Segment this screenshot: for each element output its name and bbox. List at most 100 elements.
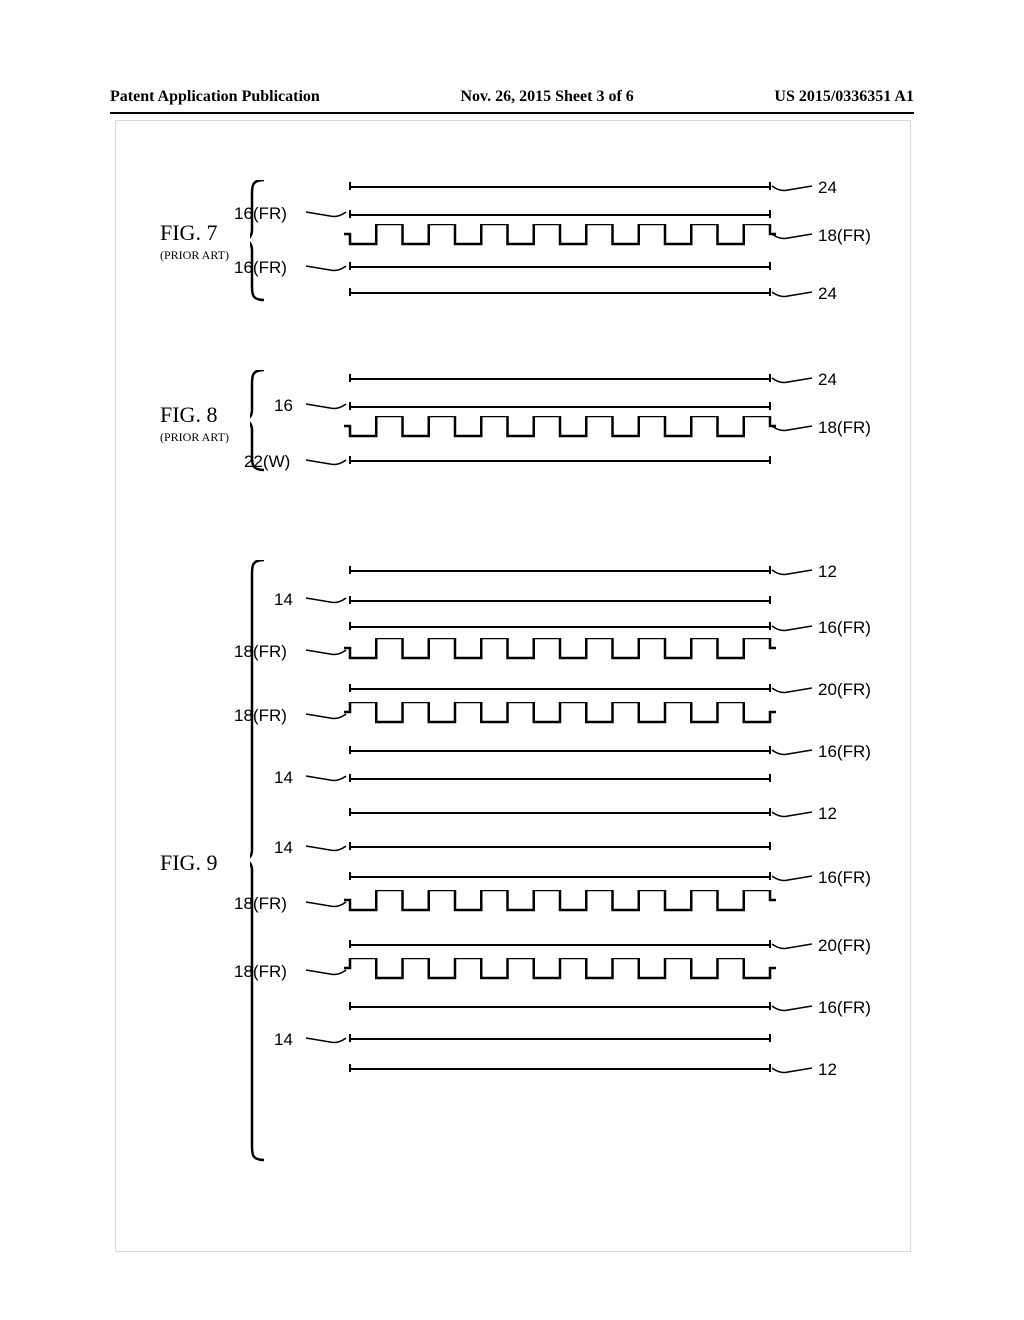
corrugation [344,958,776,980]
end-tick [769,622,771,630]
layer-line [350,214,770,216]
reference-label: 16(FR) [234,258,287,278]
end-tick [349,210,351,218]
end-tick [769,808,771,816]
reference-label: 16 [274,396,293,416]
leader-line [772,418,816,438]
leader-line [302,962,348,982]
leader-line [772,742,816,762]
leader-line [772,998,816,1018]
corrugated-layer [350,638,770,666]
layer-line [350,460,770,462]
layer-line [350,266,770,268]
reference-label: 18(FR) [818,226,871,246]
reference-label: 14 [274,838,293,858]
end-tick [349,262,351,270]
leader-line [302,1030,348,1050]
layer-line [350,1068,770,1070]
reference-label: 16(FR) [818,618,871,638]
flat-layer [350,450,770,478]
corrugated-layer [350,224,770,252]
end-tick [349,774,351,782]
layer-line [350,944,770,946]
end-tick [769,1034,771,1042]
end-tick [349,288,351,296]
flat-layer [350,176,770,204]
leader-line [302,590,348,610]
figure-9: FIG. 9 12 14 16(FR) 18(FR) 20(FR) 18(FR) 16(FR)… [160,560,894,1180]
corrugated-layer [350,416,770,444]
leader-line [302,894,348,914]
end-tick [769,262,771,270]
reference-label: 24 [818,284,837,304]
flat-layer [350,256,770,284]
flat-layer [350,768,770,796]
end-tick [349,182,351,190]
figure-8: FIG. 8(PRIOR ART)241618(FR)22(W) [160,370,894,490]
end-tick [349,872,351,880]
layer-line [350,1006,770,1008]
reference-label: 20(FR) [818,680,871,700]
brace-icon [250,180,270,304]
end-tick [769,288,771,296]
layer-line [350,750,770,752]
corrugation [344,224,776,246]
reference-label: 12 [818,1060,837,1080]
end-tick [769,842,771,850]
end-tick [769,374,771,382]
layer-line [350,812,770,814]
layer-stack [350,368,770,508]
layer-line [350,688,770,690]
reference-label: 12 [818,804,837,824]
flat-layer [350,740,770,768]
layer-stack [350,176,770,336]
figure-title: FIG. 9 [160,850,217,876]
header-rule [110,112,914,114]
layer-line [350,846,770,848]
end-tick [769,210,771,218]
figure-title: FIG. 7 [160,220,217,246]
corrugated-layer [350,890,770,918]
leader-line [302,204,348,224]
end-tick [769,774,771,782]
end-tick [769,872,771,880]
end-tick [769,746,771,754]
end-tick [349,684,351,692]
end-tick [349,1034,351,1042]
layer-stack [350,560,770,1200]
end-tick [349,1064,351,1072]
end-tick [349,1002,351,1010]
leader-line [302,706,348,726]
reference-label: 18(FR) [234,642,287,662]
layer-line [350,778,770,780]
prior-art-label: (PRIOR ART) [160,248,229,263]
end-tick [769,1064,771,1072]
leader-line [772,178,816,198]
reference-label: 14 [274,768,293,788]
figure-7: FIG. 7(PRIOR ART)2416(FR)18(FR)16(FR)24 [160,180,894,320]
reference-label: 14 [274,1030,293,1050]
reference-label: 24 [818,370,837,390]
leader-line [302,642,348,662]
reference-label: 22(W) [244,452,290,472]
leader-line [302,452,348,472]
end-tick [349,566,351,574]
layer-line [350,626,770,628]
layer-line [350,186,770,188]
flat-layer [350,802,770,830]
end-tick [769,596,771,604]
corrugated-layer [350,702,770,730]
end-tick [349,596,351,604]
leader-line [302,258,348,278]
leader-line [772,1060,816,1080]
reference-label: 18(FR) [234,706,287,726]
end-tick [349,808,351,816]
reference-label: 16(FR) [818,998,871,1018]
leader-line [772,680,816,700]
layer-line [350,876,770,878]
leader-line [772,562,816,582]
reference-label: 18(FR) [818,418,871,438]
end-tick [769,684,771,692]
flat-layer [350,836,770,864]
reference-label: 24 [818,178,837,198]
